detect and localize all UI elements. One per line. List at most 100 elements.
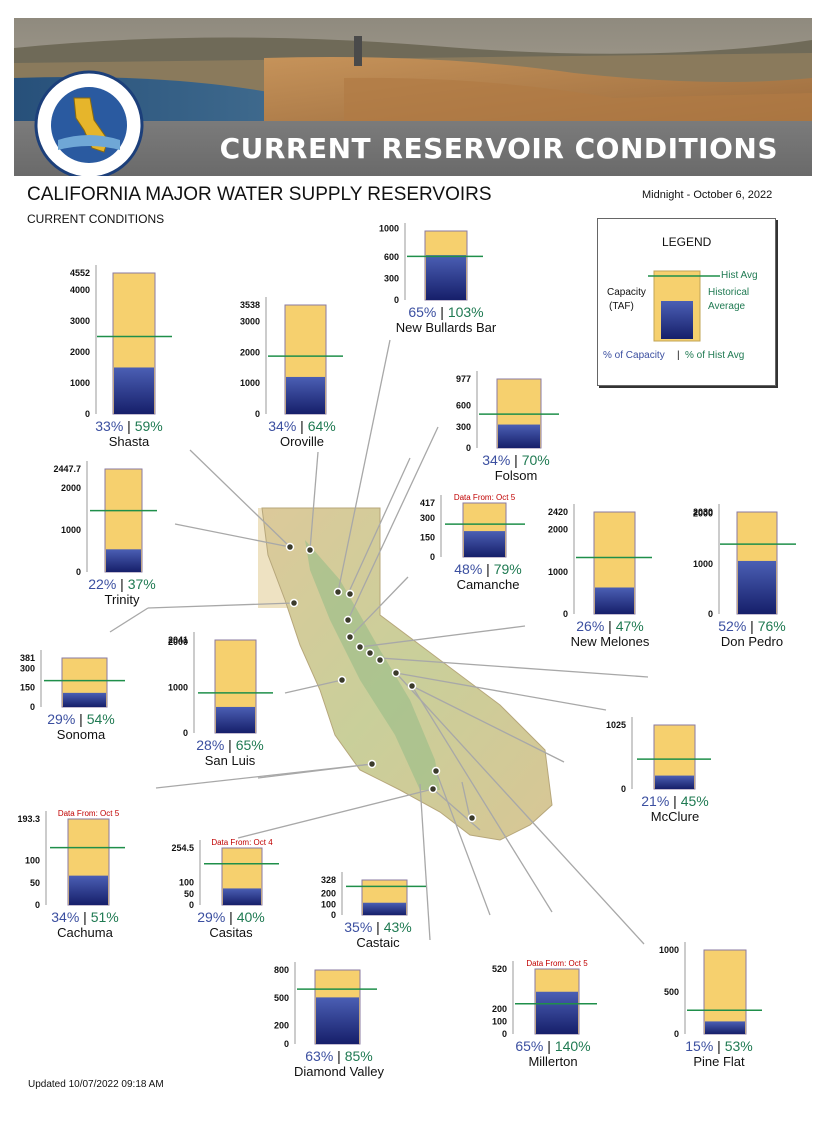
tick-label: 300: [456, 422, 471, 432]
pct-separator: |: [333, 1048, 344, 1064]
tick-label: 417: [420, 498, 435, 508]
storage-bar: [498, 424, 540, 448]
tick-label: 0: [466, 443, 471, 453]
pct-separator: |: [224, 737, 235, 753]
tick-label: 100: [492, 1017, 507, 1027]
reservoir-name: Camanche: [457, 577, 520, 592]
pct-separator: |: [482, 561, 493, 577]
percent-labels: 26% | 47%: [576, 618, 643, 634]
tick-label: 2030: [693, 507, 713, 517]
pct-hist-label: 51%: [91, 909, 119, 925]
tick-label: 2447.7: [53, 464, 81, 474]
reservoir-name: San Luis: [205, 753, 256, 768]
tick-label: 0: [30, 702, 35, 712]
reservoir-chart-mcclure: 1025 0 21% | 45%McClure: [606, 717, 711, 824]
tick-label: 1000: [240, 378, 260, 388]
legend-historical: Historical: [708, 287, 750, 298]
percent-labels: 65% | 103%: [408, 304, 483, 320]
pct-separator: |: [713, 1038, 724, 1054]
pct-capacity-label: 52%: [718, 618, 746, 634]
pct-capacity-label: 63%: [305, 1048, 333, 1064]
reservoir-chart-diamond-valley: 800 500 200 0 63% | 85%Diamond Valley: [274, 962, 385, 1079]
tick-label: 0: [183, 728, 188, 738]
pct-capacity-label: 34%: [268, 418, 296, 434]
tick-label: 3000: [240, 317, 260, 327]
tick-label: 200: [321, 889, 336, 899]
connector-lines: [109, 339, 649, 945]
tick-label: 1025: [606, 720, 626, 730]
pct-hist-label: 45%: [681, 793, 709, 809]
pct-capacity-label: 65%: [515, 1038, 543, 1054]
reservoir-name: Shasta: [109, 434, 150, 449]
tick-label: 2420: [548, 507, 568, 517]
legend-storage-bar: [661, 301, 693, 339]
reservoir-chart-camanche: 417 300 150 0 Data From: Oct 5 48% | 79%Caman…: [420, 493, 525, 592]
pct-hist-label: 64%: [308, 418, 336, 434]
central-valley: [305, 540, 440, 790]
storage-bar: [316, 997, 359, 1044]
tick-label: 3538: [240, 300, 260, 310]
banner-title: CURRENT RESERVOIR CONDITIONS: [219, 132, 778, 165]
pct-separator: |: [510, 452, 521, 468]
tick-label: 150: [20, 683, 35, 693]
tick-label: 0: [35, 900, 40, 910]
pct-separator: |: [225, 909, 236, 925]
pct-separator: |: [116, 576, 127, 592]
page-title: CALIFORNIA MAJOR WATER SUPPLY RESERVOIRS: [27, 184, 492, 205]
pct-separator: |: [604, 618, 615, 634]
reservoir-name: Pine Flat: [693, 1054, 745, 1069]
tick-label: 977: [456, 374, 471, 384]
tick-label: 2000: [240, 347, 260, 357]
percent-labels: 29% | 54%: [47, 711, 114, 727]
percent-labels: 34% | 64%: [268, 418, 335, 434]
pct-capacity-label: 65%: [408, 304, 436, 320]
pct-capacity-label: 48%: [454, 561, 482, 577]
pct-hist-label: 79%: [494, 561, 522, 577]
pct-capacity-label: 29%: [47, 711, 75, 727]
pct-hist-label: 43%: [384, 919, 412, 935]
percent-labels: 34% | 51%: [51, 909, 118, 925]
tick-label: 0: [502, 1029, 507, 1039]
legend-hist-avg: Hist Avg: [721, 270, 758, 281]
reservoir-name: McClure: [651, 809, 699, 824]
legend-sample-chart: [648, 270, 720, 342]
pct-hist-label: 54%: [87, 711, 115, 727]
percent-labels: 21% | 45%: [641, 793, 708, 809]
pct-separator: |: [543, 1038, 554, 1054]
reservoir-markers: [285, 542, 477, 823]
tick-label: 2000: [61, 483, 81, 493]
pct-separator: |: [296, 418, 307, 434]
tick-label: 0: [189, 900, 194, 910]
pct-hist-label: 37%: [128, 576, 156, 592]
tick-label: 0: [563, 609, 568, 619]
storage-bar: [464, 531, 505, 557]
pct-capacity-label: 33%: [95, 418, 123, 434]
tick-label: 600: [384, 252, 399, 262]
reservoir-name: Oroville: [280, 434, 324, 449]
legend: LEGEND Hist Avg Capacity (TAF) Historica…: [597, 218, 776, 386]
storage-bar: [223, 888, 261, 905]
data-note: Data From: Oct 5: [58, 809, 120, 818]
percent-labels: 35% | 43%: [344, 919, 411, 935]
data-note: Data From: Oct 5: [454, 493, 516, 502]
page-subtitle: CURRENT CONDITIONS: [27, 212, 165, 226]
pct-separator: |: [436, 304, 447, 320]
dwr-seal: [34, 70, 144, 176]
percent-labels: 63% | 85%: [305, 1048, 372, 1064]
tick-label: 300: [420, 513, 435, 523]
tick-label: 328: [321, 875, 336, 885]
storage-bar: [738, 560, 776, 614]
tick-label: 300: [384, 274, 399, 284]
legend-taf: (TAF): [609, 301, 634, 312]
storage-bar: [286, 376, 325, 414]
tick-label: 0: [394, 295, 399, 305]
pct-separator: |: [372, 919, 383, 935]
tick-label: 0: [331, 910, 336, 920]
storage-bar: [106, 549, 141, 572]
tick-label: 0: [430, 552, 435, 562]
